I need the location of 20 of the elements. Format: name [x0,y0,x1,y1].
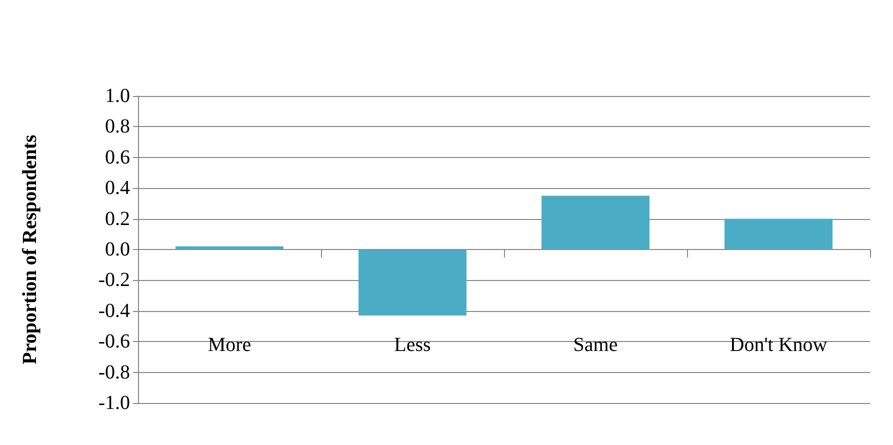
bar [724,218,832,250]
y-tick-label: 0.4 [105,177,130,200]
y-tick-label: 0.2 [105,208,130,230]
bar [176,246,284,250]
y-tick-label: -0.2 [98,269,130,292]
y-axis-title: Proportion of Respondents [19,134,41,364]
x-tick-label: Same [573,334,618,356]
x-tick-label: Less [394,334,432,356]
y-tick-label: 1.0 [105,85,130,107]
y-tick-label: 0.8 [105,116,130,138]
y-tick-label: 0.6 [105,146,130,168]
y-tick-label: -1.0 [98,392,130,414]
x-tick-label: More [208,334,252,356]
x-tick-label: Don't Know [730,334,828,356]
y-tick-label: -0.8 [98,361,130,384]
bar [542,196,650,250]
y-tick-label: -0.6 [98,330,130,353]
y-tick-label: 0.0 [105,238,130,260]
y-tick-label: -0.4 [98,300,130,322]
bar [358,250,466,316]
